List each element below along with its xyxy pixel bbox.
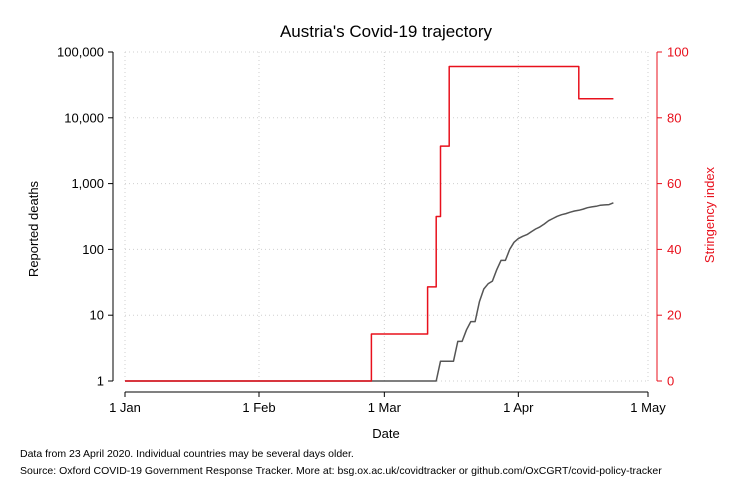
axes: 1 10 100 1,000 10,000 100,000 0 20 40 60 80 100 1 Ja… [57,45,689,416]
x-axis-tick-label: 1 Feb [242,400,275,415]
x-axis-tick-label: 1 Apr [503,400,534,415]
y-axis-left-tick-label: 1,000 [71,176,104,191]
y-axis-right-tick-label: 100 [667,45,689,60]
y-axis-left-tick-label: 10 [90,308,104,323]
footnote-data-date: Data from 23 April 2020. Individual coun… [20,448,354,460]
x-axis-label: Date [372,426,399,441]
stringency-index-line [125,65,614,382]
y-axis-left-tick-label: 10,000 [64,110,104,125]
y-axis-left-tick-label: 100,000 [57,45,104,60]
y-axis-right-tick-label: 80 [667,110,681,125]
series-lines [125,65,614,382]
y-axis-label-right: Stringency index [702,166,717,263]
y-axis-left-tick-label: 1 [97,374,104,389]
y-axis-right-tick-label: 20 [667,308,681,323]
y-axis-right-tick-label: 40 [667,242,681,257]
x-axis-tick-label: 1 May [630,400,666,415]
y-axis-left-tick-label: 100 [82,242,104,257]
x-axis-tick-label: 1 Mar [368,400,402,415]
y-axis-right-tick-label: 0 [667,374,674,389]
reported-deaths-line [125,202,614,382]
y-axis-right-tick-label: 60 [667,176,681,191]
chart-title: Austria's Covid-19 trajectory [280,22,493,41]
footnote-source: Source: Oxford COVID-19 Government Respo… [20,465,662,477]
x-axis-tick-label: 1 Jan [109,400,141,415]
gridlines [124,51,649,382]
y-axis-label-left: Reported deaths [26,180,41,277]
